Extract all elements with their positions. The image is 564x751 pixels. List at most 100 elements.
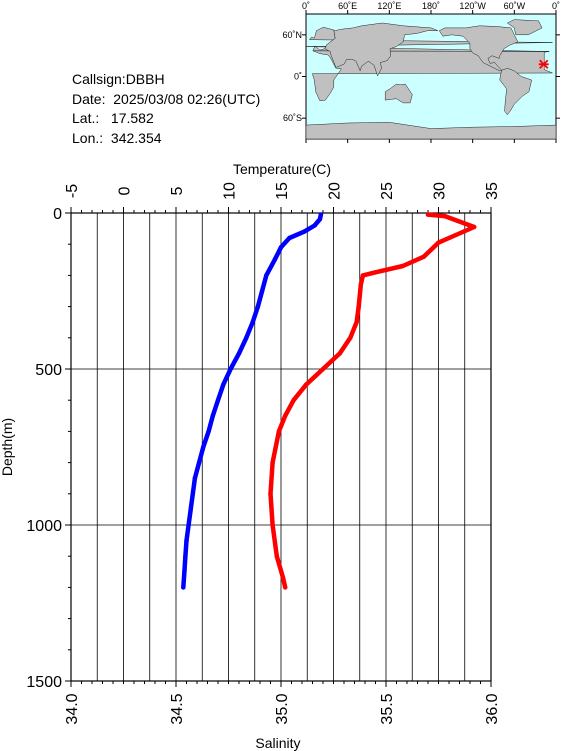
salinity-point [436, 240, 441, 245]
temperature-point [236, 351, 242, 356]
salinity-point [472, 224, 477, 230]
temperature-point [272, 257, 277, 262]
temperature-point [192, 476, 198, 481]
depth-tick-label: 0 [53, 206, 62, 223]
salinity-point [400, 263, 405, 269]
map-lat-label: 60˚N [282, 30, 302, 40]
map-lon-label: 0˚ [302, 1, 310, 11]
temperature-axis-label: Temperature(C) [233, 161, 331, 177]
latitude-text: Lat.: 17.582 [72, 110, 154, 126]
salinity-point [360, 273, 366, 278]
salinity-point [274, 554, 279, 559]
map-land [305, 19, 557, 140]
temperature-tick-label: 35 [484, 182, 501, 200]
temperature-point [188, 507, 193, 512]
plot-frame [70, 212, 492, 682]
depth-tick-label: 500 [35, 362, 62, 379]
map-lon-label: 60˚W [504, 1, 526, 11]
temperature-point [190, 491, 195, 496]
temperature-point [301, 229, 307, 234]
temperature-point [264, 273, 269, 278]
salinity-point [425, 212, 431, 217]
salinity-point [348, 335, 353, 340]
temperature-point [201, 444, 206, 450]
salinity-point [320, 366, 326, 372]
temperature-point [312, 223, 317, 228]
temperature-point [255, 304, 261, 309]
station-info: Callsign:DBBH Date: 2025/03/08 02:26(UTC… [72, 70, 260, 148]
salinity-point [421, 254, 426, 259]
map-lat-label: 60˚S [283, 113, 302, 123]
salinity-point [270, 460, 275, 465]
temperature-point [184, 538, 189, 543]
temperature-tick-label: 20 [327, 182, 344, 200]
salinity-point [442, 213, 447, 219]
temperature-tick-label: 30 [432, 182, 449, 200]
salinity-point [446, 235, 452, 241]
temperature-tick-label: -5 [64, 184, 81, 198]
salinity-point [283, 585, 288, 590]
callsign-text: Callsign:DBBH [72, 71, 165, 87]
map-lon-label: 180˚ [422, 1, 440, 11]
salinity-point [373, 270, 378, 275]
salinity-tick-label: 36.0 [484, 693, 501, 724]
salinity-point [283, 413, 288, 418]
temperature-point [182, 569, 187, 574]
depth-tick-label: 1500 [26, 674, 62, 691]
north-america-land [438, 25, 519, 72]
salinity-point [356, 304, 361, 309]
map-lon-label: 60˚E [338, 1, 357, 11]
salinity-tick-label: 35.5 [379, 693, 396, 724]
map-lon-label: 120˚E [377, 1, 401, 11]
asia-land [324, 22, 438, 77]
map-lon-label: 120˚W [459, 1, 486, 11]
temperature-point [228, 366, 233, 372]
salinity-profile-line [268, 212, 477, 590]
temperature-point [287, 235, 292, 241]
map-lat-labels: 60˚N 0˚ 60˚S [282, 30, 302, 123]
temperature-axis: -5 0 5 10 15 20 25 30 35 [64, 182, 501, 213]
chart-grid [71, 213, 491, 681]
temperature-point [215, 398, 221, 403]
world-map: 0˚ 60˚E 120˚E 180˚ 120˚W 60˚W 0˚ 60˚N 0˚ 60˚S [282, 1, 560, 143]
salinity-axis: 34.0 34.5 35.0 35.5 36.0 [64, 681, 501, 725]
map-lon-labels: 0˚ 60˚E 120˚E 180˚ 120˚W 60˚W 0˚ [302, 1, 560, 11]
temperature-tick-label: 15 [274, 182, 291, 200]
salinity-point [354, 320, 359, 325]
temperature-point [186, 522, 191, 528]
salinity-tick-label: 34.5 [169, 693, 186, 724]
temperature-point [317, 217, 323, 222]
salinity-point [268, 491, 273, 496]
temperature-point [259, 288, 265, 294]
temperature-tick-label: 10 [222, 182, 239, 200]
temperature-tick-label: 25 [379, 182, 396, 200]
temperature-point [250, 320, 255, 325]
date-text: Date: 2025/03/08 02:26(UTC) [72, 90, 261, 107]
temperature-point [244, 335, 249, 340]
temperature-point [206, 429, 211, 434]
salinity-point [337, 351, 342, 356]
temperature-tick-label: 0 [117, 186, 134, 195]
temperature-point [221, 382, 226, 387]
map-ticks [302, 10, 560, 143]
temperature-tick-label: 5 [169, 186, 186, 195]
temperature-point [318, 212, 324, 217]
salinity-point [270, 522, 275, 528]
salinity-point [358, 282, 363, 287]
temperature-point [183, 554, 188, 559]
salinity-axis-label: Salinity [255, 735, 300, 751]
depth-axis-label: Depth(m) [0, 418, 15, 476]
map-lon-label: 0˚ [552, 1, 560, 11]
temperature-point [196, 460, 202, 465]
australia-land [384, 83, 413, 104]
station-marker [538, 59, 549, 69]
salinity-tick-label: 34.0 [64, 693, 81, 724]
greenland-land [506, 19, 543, 36]
salinity-point [291, 398, 296, 403]
south-america-land [499, 67, 532, 116]
salinity-point [276, 429, 282, 434]
salinity-tick-label: 35.0 [274, 693, 291, 724]
map-lat-label: 0˚ [294, 72, 302, 82]
profile-series [181, 212, 477, 590]
temperature-point [181, 585, 186, 590]
